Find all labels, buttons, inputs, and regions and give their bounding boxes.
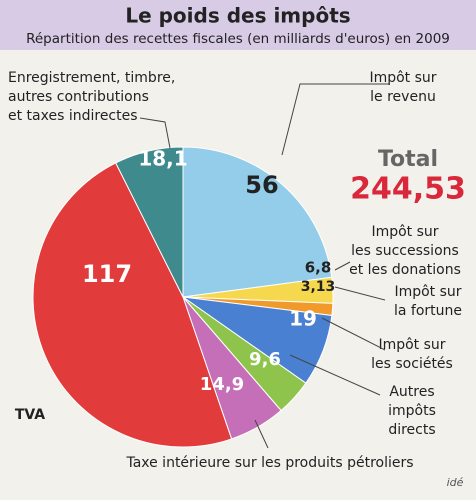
category-label: et taxes indirectes (8, 108, 138, 124)
leader-lines (139, 83, 390, 449)
value-label: 6,8 (305, 259, 332, 277)
leader-line (289, 354, 381, 396)
leader-line (334, 286, 386, 301)
value-label: 18,1 (138, 147, 187, 171)
header-band (0, 0, 476, 50)
category-label: directs (388, 422, 435, 438)
value-label: 14,9 (200, 374, 244, 395)
leader-line (281, 83, 390, 156)
slice (115, 146, 184, 298)
chart-title: Le poids des impôts (125, 4, 350, 28)
slice (182, 146, 333, 298)
leader-line (139, 117, 171, 149)
value-label: 19 (289, 307, 317, 331)
category-label: Impôt sur (369, 70, 436, 86)
value-label: 117 (82, 260, 132, 288)
category-label: les sociétés (371, 356, 453, 372)
value-label: 9,6 (249, 349, 281, 370)
category-label: autres contributions (8, 89, 149, 105)
leader-line (334, 261, 351, 271)
category-label: Impôt sur (371, 224, 438, 240)
pie (32, 146, 334, 448)
labels: 56 Impôt sur le revenu 6,8 Impôt sur les succ… (8, 70, 462, 471)
leader-line (321, 317, 386, 351)
source: idé (447, 476, 464, 489)
category-label: TVA (15, 407, 45, 423)
category-label: Autres (389, 384, 434, 400)
category-label: Impôt sur (394, 284, 461, 300)
value-label: 3,13 (301, 279, 336, 295)
category-label: le revenu (370, 89, 436, 105)
leader-line (254, 419, 269, 449)
category-label: Taxe intérieure sur les produits pétroli… (125, 455, 413, 471)
chart-subtitle: Répartition des recettes fiscales (en mi… (26, 31, 450, 47)
category-label: Enregistrement, timbre, (8, 70, 175, 86)
total-label: Total (378, 147, 438, 172)
category-label: Impôt sur (378, 337, 445, 353)
value-label: 56 (245, 171, 278, 199)
total-value: 244,53 (350, 172, 466, 207)
category-label: et les donations (349, 262, 461, 278)
category-label: la fortune (394, 303, 462, 319)
slice (32, 162, 233, 448)
category-label: les successions (351, 243, 459, 259)
category-label: impôts (388, 403, 436, 419)
